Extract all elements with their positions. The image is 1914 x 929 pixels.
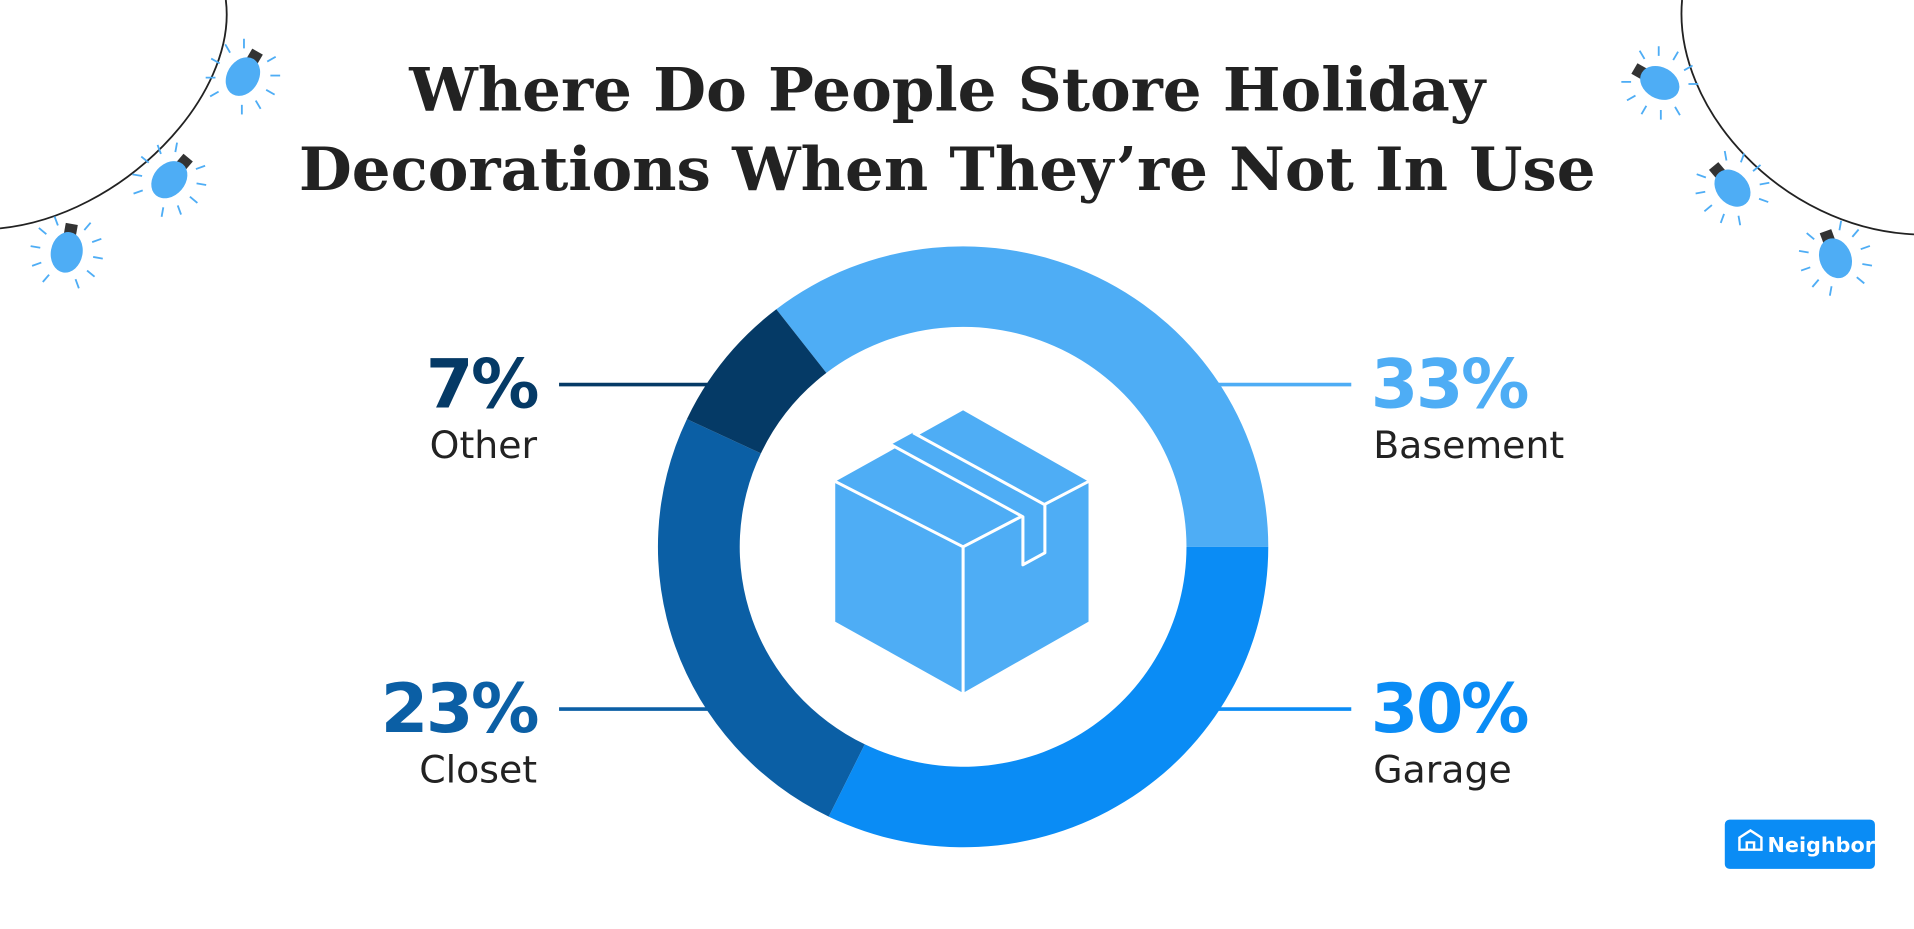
bulb-ray — [1695, 190, 1706, 195]
bulb-ray — [133, 189, 144, 195]
bulb-ray — [132, 173, 143, 177]
bulb-ray — [156, 144, 162, 155]
bulb-ray — [140, 155, 150, 164]
category-label: Basement — [1373, 423, 1564, 467]
bulb — [1798, 220, 1873, 296]
lights-right — [1680, 0, 1914, 236]
bulb-ray — [210, 57, 221, 65]
bulb-ray — [1811, 279, 1820, 288]
bulb-ray — [1737, 215, 1742, 226]
bulb-ray — [1683, 64, 1694, 72]
bulb-ray — [1674, 106, 1681, 116]
bulb-ray — [1806, 232, 1815, 240]
bulb-glass — [50, 232, 83, 273]
logo-badge — [1724, 819, 1875, 869]
category-label: Garage — [1373, 748, 1512, 792]
bulb-ray — [1851, 228, 1860, 238]
bulb-ray — [91, 237, 102, 243]
bulb-ray — [270, 74, 281, 77]
bulb-ray — [254, 100, 262, 110]
bulb-ray — [205, 76, 216, 79]
bulb-ray — [209, 90, 220, 98]
bulb-ray — [265, 89, 276, 96]
donut-segment — [686, 309, 827, 454]
bulb-glass — [1640, 65, 1680, 100]
bulb-ray — [1640, 105, 1648, 115]
bulb-ray — [53, 216, 59, 226]
bulb-ray — [93, 256, 103, 260]
bulb-ray — [1838, 220, 1843, 231]
bulb-ray — [266, 55, 277, 63]
bulb-ray — [1862, 263, 1873, 267]
donut-segment — [657, 419, 865, 817]
category-label: Other — [430, 423, 538, 467]
bulb-ray — [174, 142, 178, 153]
bulb-ray — [1723, 150, 1728, 161]
bulb-ray — [1703, 204, 1713, 212]
bulb-ray — [1621, 80, 1632, 83]
category-label: Closet — [419, 748, 537, 792]
bulb-ray — [74, 278, 80, 289]
title-line: Where Do People Store Holiday — [408, 55, 1487, 125]
value-label: 23% — [381, 669, 538, 747]
bulb-glass — [1818, 238, 1853, 279]
bulb-ray — [1626, 94, 1636, 102]
bulb-ray — [1759, 181, 1770, 186]
donut-segment — [828, 546, 1269, 848]
bulb-ray — [38, 227, 47, 235]
bulb-ray — [1657, 46, 1660, 56]
bulb-ray — [196, 182, 207, 186]
value-label: 33% — [1371, 345, 1528, 423]
bulb-ray — [1758, 197, 1769, 203]
bulb-glass — [225, 57, 261, 96]
logo-icon — [1738, 829, 1763, 851]
logo-text: Neighbor — [1768, 833, 1876, 857]
bulbs — [30, 38, 1873, 296]
bulb-ray — [1828, 286, 1833, 296]
bulb-ray — [1659, 109, 1662, 120]
bulb — [1621, 46, 1699, 120]
bulb-ray — [1740, 153, 1746, 163]
bulb-ray — [1798, 249, 1809, 254]
bulb-ray — [1696, 173, 1707, 179]
bulb — [1695, 150, 1770, 226]
bulb-ray — [1856, 276, 1865, 285]
donut-segment — [776, 246, 1269, 547]
bulb-ray — [240, 104, 243, 115]
donut — [657, 246, 1269, 848]
bulb-ray — [1752, 164, 1762, 172]
bulb-ray — [1800, 266, 1811, 272]
lights-left — [0, 0, 228, 230]
bulb-ray — [1860, 245, 1871, 251]
bulb-ray — [1672, 51, 1679, 61]
bulb-ray — [42, 274, 50, 283]
bulb-ray — [1638, 50, 1646, 60]
bulb-ray — [224, 43, 231, 54]
bulb-ray — [160, 207, 165, 217]
bulb-ray — [195, 164, 206, 170]
title-line: Decorations When They’re Not In Use — [299, 134, 1596, 204]
value-label: 7% — [426, 345, 538, 423]
bulb-glass — [1714, 169, 1751, 207]
box-icon — [832, 407, 1092, 697]
bulb-ray — [176, 205, 182, 215]
bulb — [30, 216, 103, 289]
bulb-ray — [86, 269, 96, 278]
bulb-ray — [30, 245, 41, 249]
bulb — [132, 142, 207, 217]
bulb-ray — [243, 38, 245, 49]
bulb-ray — [1719, 213, 1725, 224]
bulb — [205, 38, 281, 115]
value-label: 30% — [1371, 669, 1528, 747]
bulb-glass — [151, 161, 188, 199]
bulb-ray — [83, 222, 92, 231]
bulb-ray — [1688, 83, 1699, 85]
bulb-ray — [31, 261, 42, 267]
bulb-ray — [189, 196, 198, 204]
